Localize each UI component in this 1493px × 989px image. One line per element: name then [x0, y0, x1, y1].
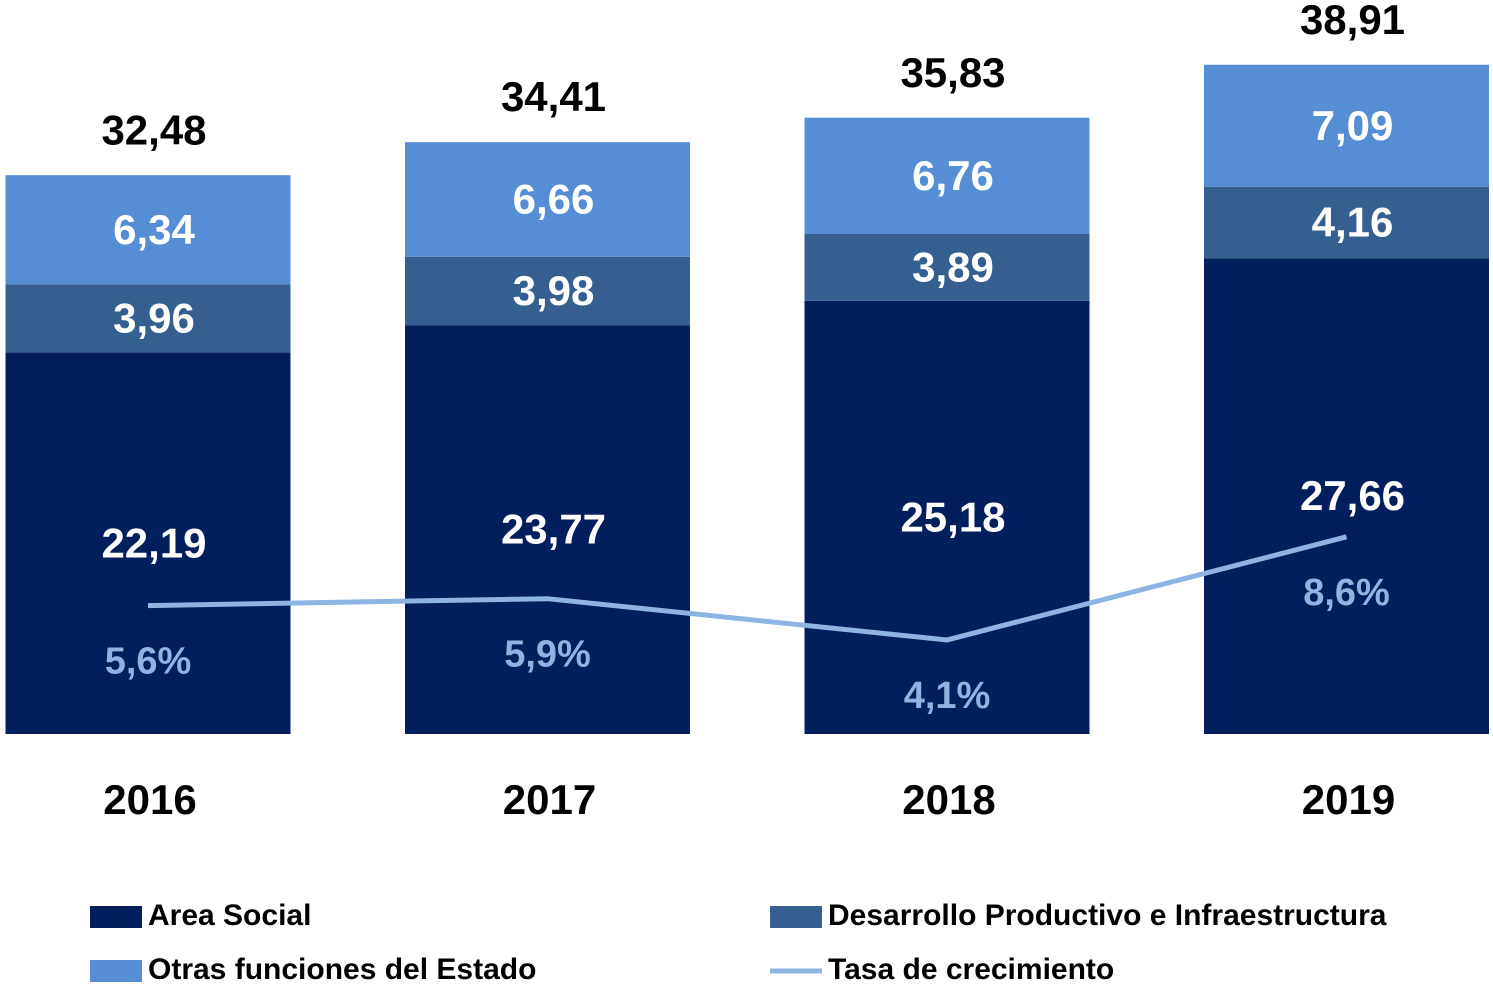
total-label: 38,91 — [1300, 0, 1405, 43]
bar-segment — [804, 117, 1090, 234]
bar-segment — [1204, 64, 1489, 187]
total-label: 35,83 — [900, 49, 1005, 96]
legend-label: Otras funciones del Estado — [148, 953, 536, 986]
total-label: 32,48 — [101, 106, 206, 153]
data-label: 7,09 — [1312, 102, 1394, 149]
legend-swatch — [770, 906, 822, 928]
x-tick-label: 2016 — [103, 776, 196, 823]
bar-segment — [405, 256, 690, 326]
bar-segment — [5, 175, 291, 285]
bar-segment — [1204, 186, 1489, 259]
x-tick-label: 2019 — [1302, 776, 1395, 823]
data-label: 25,18 — [900, 494, 1005, 541]
line-label: 4,1% — [904, 675, 991, 717]
bar-segment — [5, 284, 291, 353]
line-label: 5,6% — [105, 641, 192, 683]
bar-segment — [1204, 258, 1489, 734]
legend-label: Area Social — [148, 899, 311, 932]
x-tick-label: 2017 — [503, 776, 596, 823]
line-label: 8,6% — [1303, 572, 1390, 614]
bar-segment — [405, 325, 690, 734]
data-label: 23,77 — [501, 506, 606, 553]
bar-segment — [804, 233, 1090, 301]
data-label: 6,34 — [113, 206, 195, 253]
total-label: 34,41 — [501, 73, 606, 120]
data-label: 4,16 — [1312, 199, 1394, 246]
bar-segment — [5, 352, 291, 734]
legend-label: Desarrollo Productivo e Infraestructura — [828, 899, 1387, 932]
data-label: 6,66 — [513, 176, 595, 223]
line-label: 5,9% — [504, 634, 591, 676]
line — [147, 534, 1348, 643]
data-label: 27,66 — [1300, 472, 1405, 519]
data-label: 22,19 — [101, 519, 206, 566]
data-label: 3,89 — [912, 244, 994, 291]
bar-segment — [405, 142, 690, 257]
legend-swatch — [90, 906, 142, 928]
bar-segment — [804, 300, 1090, 734]
legend-label: Tasa de crecimiento — [828, 953, 1114, 986]
data-label: 3,98 — [513, 267, 595, 314]
x-tick-label: 2018 — [902, 776, 995, 823]
legend-swatch — [90, 960, 142, 982]
data-label: 6,76 — [912, 152, 994, 199]
data-label: 3,96 — [113, 294, 195, 341]
